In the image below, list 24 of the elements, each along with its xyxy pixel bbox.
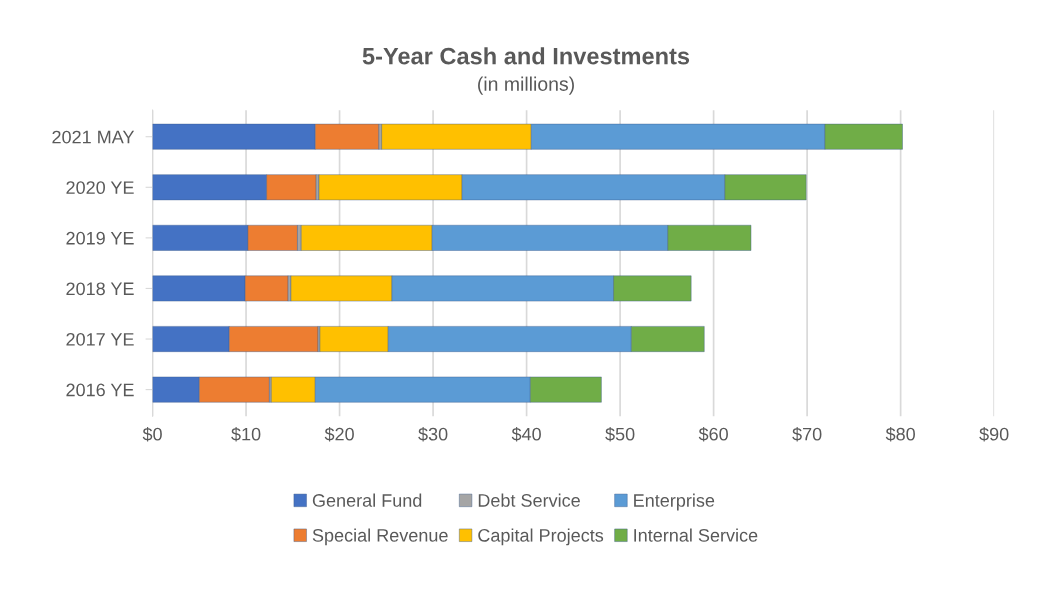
- x-tick-label: $70: [792, 426, 822, 442]
- x-tick-label: $40: [511, 426, 541, 442]
- legend-label: Internal Service: [634, 528, 758, 542]
- y-tick-label: 2017 YE: [66, 332, 134, 346]
- x-tick-label: $0: [142, 426, 162, 442]
- x-tick-label: $90: [979, 426, 1009, 442]
- x-tick-label: $60: [698, 426, 728, 442]
- x-tick-label: $10: [231, 426, 261, 442]
- chart-title: 5-Year Cash and Investments: [362, 47, 690, 65]
- x-tick-label: $30: [418, 426, 448, 442]
- legend-label: Debt Service: [478, 493, 580, 507]
- x-tick-label: $20: [324, 426, 354, 442]
- legend-label: General Fund: [312, 493, 422, 507]
- x-tick-label: $50: [605, 426, 635, 442]
- y-tick-label: 2020 YE: [66, 181, 134, 195]
- y-tick-label: 2019 YE: [66, 231, 134, 245]
- legend-label: Special Revenue: [312, 528, 448, 546]
- legend-label: Enterprise: [634, 493, 715, 511]
- chart-subtitle: (in millions): [478, 76, 574, 95]
- y-tick-label: 2016 YE: [66, 383, 134, 397]
- legend-label: Capital Projects: [478, 528, 604, 546]
- x-tick-label: $80: [885, 426, 915, 442]
- y-tick-label: 2021 MAY: [52, 130, 135, 144]
- y-tick-label: 2018 YE: [66, 282, 134, 296]
